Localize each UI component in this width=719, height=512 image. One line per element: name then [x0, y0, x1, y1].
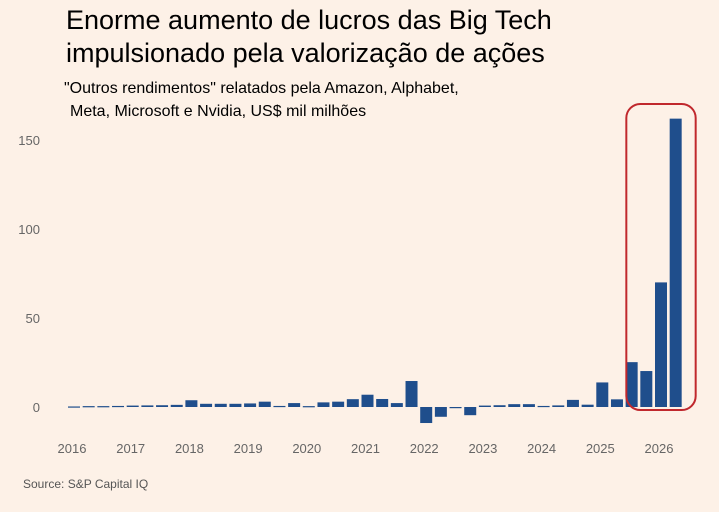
- y-tick-label-100: 100: [18, 222, 40, 237]
- bar: [302, 406, 315, 408]
- bar: [581, 404, 594, 407]
- chart-subtitle-line-1: "Outros rendimentos" relatados pela Amaz…: [64, 80, 459, 97]
- bar-series: [68, 118, 682, 424]
- bar: [97, 406, 110, 408]
- bar: [434, 407, 447, 417]
- bar: [449, 407, 462, 409]
- bar: [258, 401, 271, 407]
- x-tick-label-2023: 2023: [468, 441, 497, 456]
- bar: [273, 405, 286, 408]
- bar: [346, 399, 359, 407]
- bar: [185, 400, 198, 407]
- bar: [170, 404, 183, 407]
- bar: [141, 405, 154, 407]
- x-axis: 2016 2017 2018 2019 2020 2021 2022 2023 2024 2025…: [58, 441, 674, 456]
- bar: [214, 403, 227, 407]
- bar: [669, 118, 682, 407]
- y-tick-label-150: 150: [18, 133, 40, 148]
- bar: [464, 407, 477, 416]
- chart-title: Enorme aumento de lucros das Big Tech im…: [66, 5, 552, 68]
- source-note: Source: S&P Capital IQ: [23, 477, 149, 491]
- bar: [332, 401, 345, 407]
- bar: [640, 371, 653, 407]
- bar: [376, 398, 389, 407]
- bar: [522, 404, 535, 407]
- bar: [537, 405, 550, 408]
- chart-subtitle-line-2: Meta, Microsoft e Nvidia, US$ mil milhõe…: [70, 103, 367, 120]
- bar: [625, 362, 638, 407]
- x-tick-label-2021: 2021: [351, 441, 380, 456]
- bar: [655, 282, 667, 407]
- bar: [82, 406, 95, 408]
- bar: [229, 403, 242, 407]
- x-tick-label-2026: 2026: [645, 441, 674, 456]
- bar: [244, 403, 257, 407]
- x-tick-label-2025: 2025: [586, 441, 615, 456]
- bar: [68, 406, 80, 408]
- bar: [566, 399, 579, 407]
- bar: [596, 382, 609, 407]
- y-tick-label-50: 50: [26, 311, 40, 326]
- bar: [126, 405, 139, 407]
- x-tick-label-2019: 2019: [234, 441, 263, 456]
- x-tick-label-2024: 2024: [527, 441, 556, 456]
- bar: [112, 405, 125, 408]
- bar: [405, 381, 418, 407]
- bar: [420, 407, 433, 424]
- x-tick-label-2016: 2016: [58, 441, 87, 456]
- highlight-oval: [625, 103, 697, 411]
- x-tick-label-2017: 2017: [116, 441, 145, 456]
- bar: [361, 394, 374, 407]
- bar: [508, 404, 521, 407]
- bar: [390, 403, 403, 407]
- x-tick-label-2022: 2022: [410, 441, 439, 456]
- y-tick-label-0: 0: [33, 400, 40, 415]
- highlight-oval-shape: [625, 103, 697, 411]
- bar: [493, 405, 506, 407]
- bar: [288, 403, 301, 407]
- bar: [478, 405, 491, 407]
- bar: [610, 399, 623, 407]
- y-axis: 0 50 100 150: [18, 133, 40, 415]
- bar: [200, 403, 213, 407]
- x-tick-label-2018: 2018: [175, 441, 204, 456]
- bar: [317, 402, 330, 407]
- x-tick-label-2020: 2020: [292, 441, 321, 456]
- bar: [156, 405, 169, 407]
- bar: [552, 405, 565, 407]
